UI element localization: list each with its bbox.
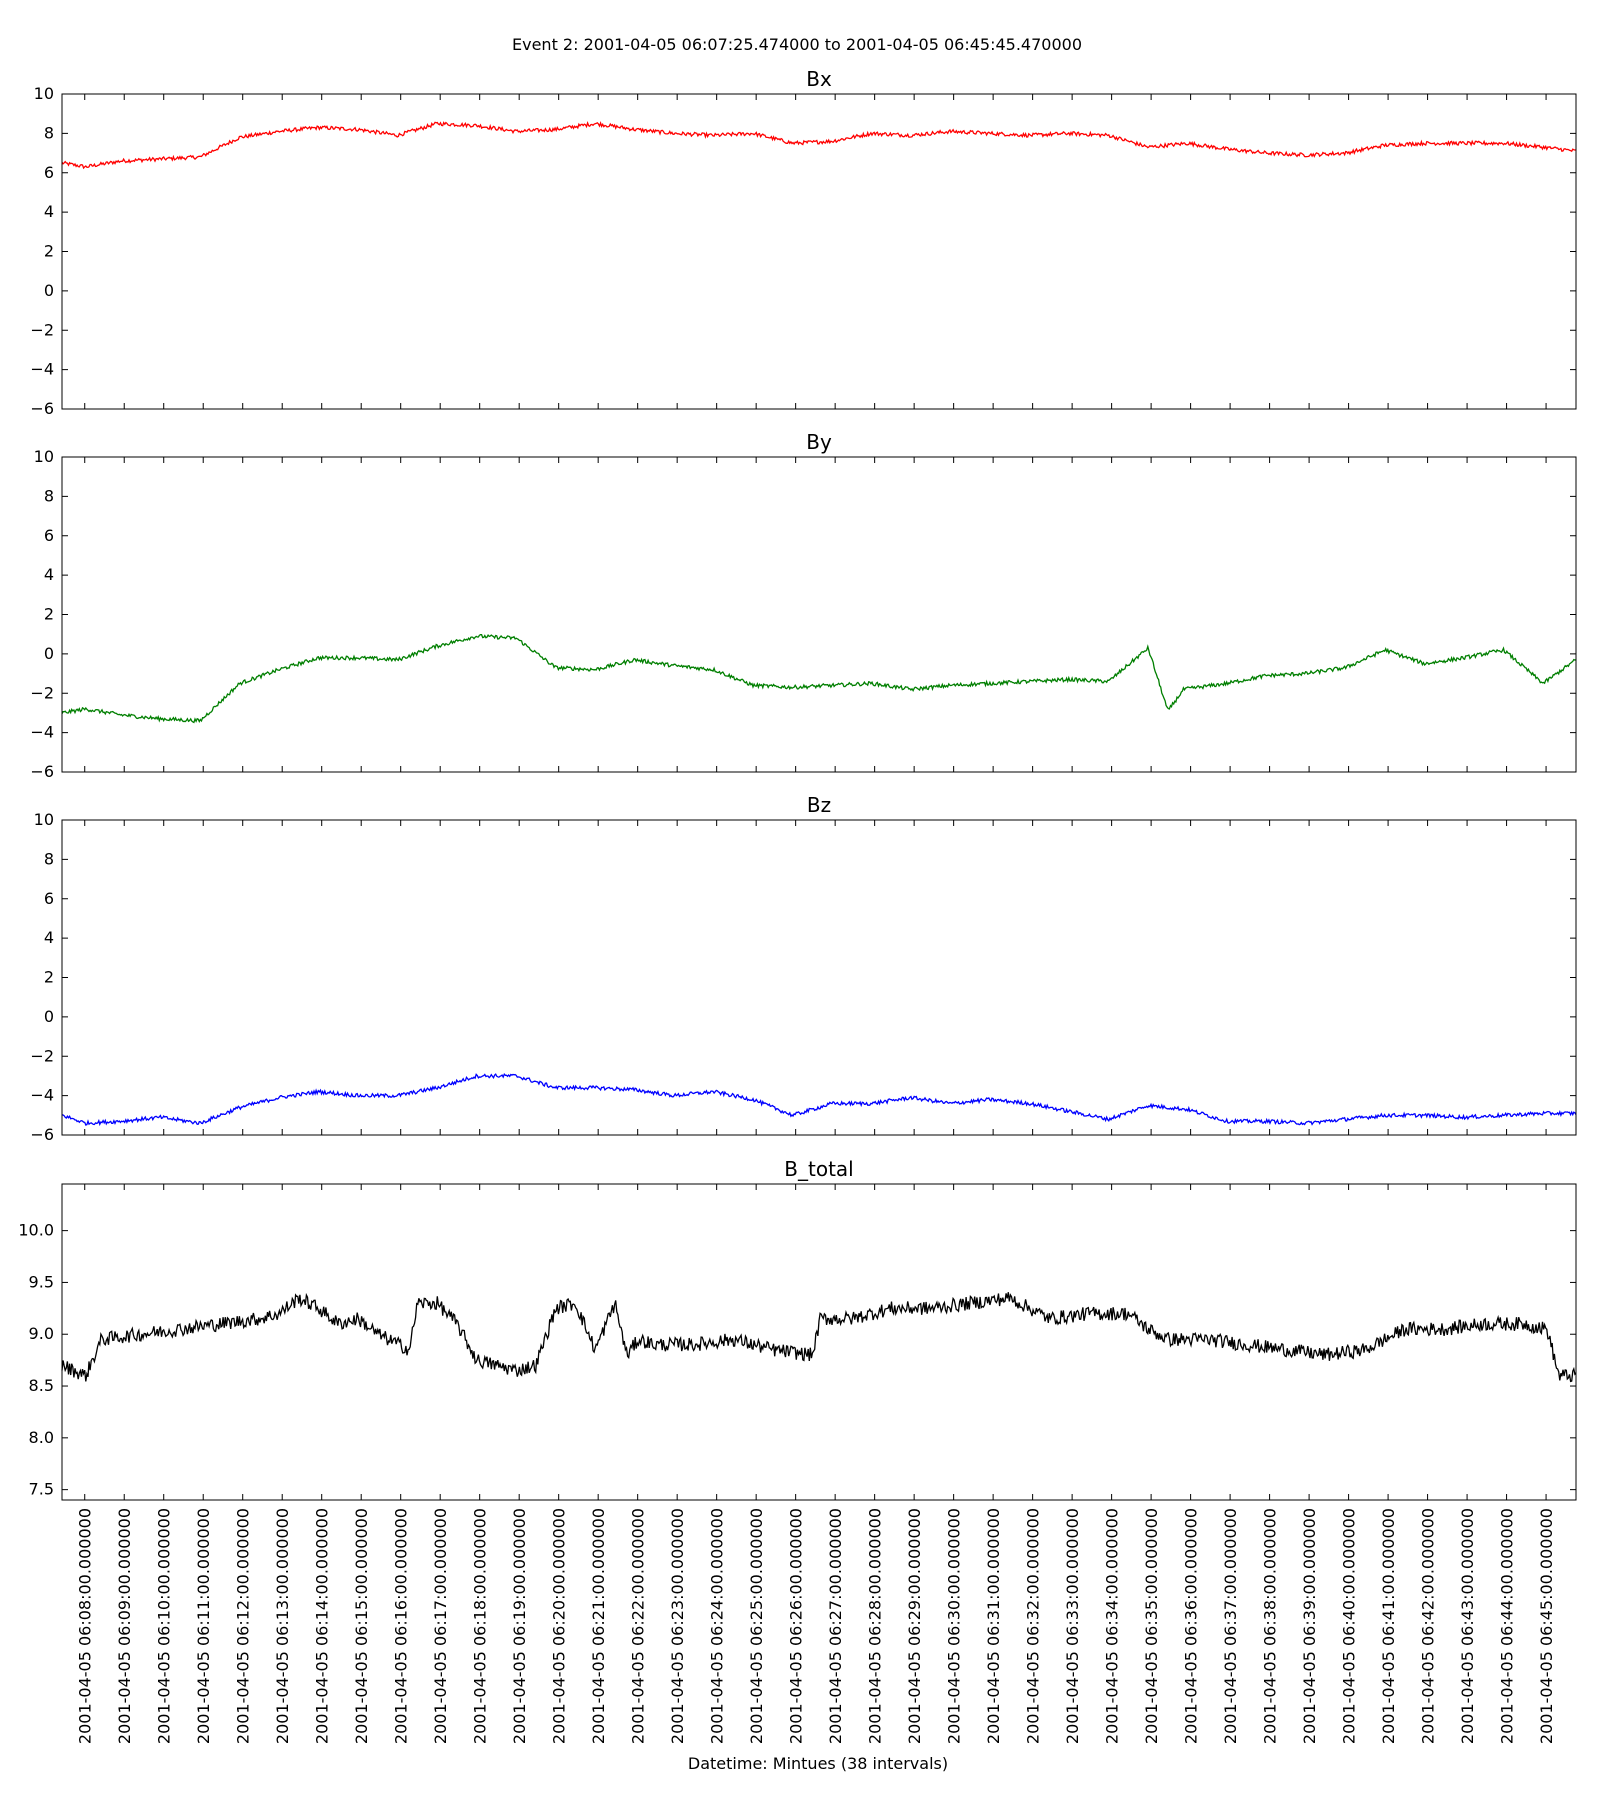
y-tick-label: −4 (30, 723, 54, 742)
y-tick-label: 8 (44, 123, 54, 142)
x-tick-label: 2001-04-05 06:37:00.000000 (1221, 1508, 1240, 1744)
x-tick-label: 2001-04-05 06:38:00.000000 (1261, 1508, 1280, 1744)
x-tick-label: 2001-04-05 06:44:00.000000 (1498, 1508, 1517, 1744)
y-tick-label: 0 (44, 644, 54, 663)
series-line-b-total (61, 1292, 1577, 1383)
y-tick-label: 10.0 (18, 1221, 54, 1240)
y-tick-label: 0 (44, 1007, 54, 1026)
x-axis-label: Datetime: Mintues (38 intervals) (688, 1754, 948, 1773)
x-tick-label: 2001-04-05 06:23:00.000000 (668, 1508, 687, 1744)
x-tick-label: 2001-04-05 06:39:00.000000 (1300, 1508, 1319, 1744)
panel-title: Bx (806, 67, 832, 91)
x-tick-label: 2001-04-05 06:17:00.000000 (431, 1508, 450, 1744)
x-tick-label: 2001-04-05 06:12:00.000000 (234, 1508, 253, 1744)
y-tick-label: 6 (44, 163, 54, 182)
y-tick-label: 10 (34, 84, 54, 103)
y-tick-label: 2 (44, 242, 54, 261)
x-tick-label: 2001-04-05 06:26:00.000000 (787, 1508, 806, 1744)
x-tick-label: 2001-04-05 06:31:00.000000 (984, 1508, 1003, 1744)
y-tick-label: 4 (44, 565, 54, 584)
plot-frame (61, 93, 1577, 410)
y-tick-label: 10 (34, 447, 54, 466)
x-tick-label: 2001-04-05 06:32:00.000000 (1024, 1508, 1043, 1744)
x-tick-label: 2001-04-05 06:13:00.000000 (273, 1508, 292, 1744)
x-tick-label: 2001-04-05 06:29:00.000000 (905, 1508, 924, 1744)
plot-frame (61, 456, 1577, 773)
y-tick-label: −4 (30, 360, 54, 379)
panel-title: By (806, 430, 832, 454)
y-tick-label: 9.5 (29, 1272, 54, 1291)
panel-bz: Bz 10 8 6 4 2 0 −2 −4 −6 (30, 793, 1577, 1144)
x-tick-label: 2001-04-05 06:11:00.000000 (194, 1508, 213, 1744)
x-tick-label: 2001-04-05 06:16:00.000000 (392, 1508, 411, 1744)
panel-bx: Bx 10 8 6 4 2 0 −2 −4 −6 (30, 67, 1577, 418)
y-tick-label: 0 (44, 281, 54, 300)
x-tick-label: 2001-04-05 06:14:00.000000 (313, 1508, 332, 1744)
panel-b-total: B_total 10.0 9.5 9.0 8.5 8.0 7.5 (18, 1157, 1577, 1501)
y-tick-label: 9.0 (29, 1324, 54, 1343)
panel-by: By 10 8 6 4 2 0 −2 −4 −6 (30, 430, 1577, 781)
x-tick-label: 2001-04-05 06:41:00.000000 (1379, 1508, 1398, 1744)
y-tick-label: −2 (30, 1046, 54, 1065)
x-tick-label: 2001-04-05 06:08:00.000000 (76, 1508, 95, 1744)
figure-suptitle: Event 2: 2001-04-05 06:07:25.474000 to 2… (512, 35, 1082, 54)
panel-title: B_total (784, 1157, 853, 1181)
y-tick-label: −6 (30, 762, 54, 781)
x-tick-label: 2001-04-05 06:40:00.000000 (1340, 1508, 1359, 1744)
y-tick-label: 8 (44, 486, 54, 505)
x-tick-label: 2001-04-05 06:20:00.000000 (550, 1508, 569, 1744)
plot-frame (61, 819, 1577, 1136)
y-tick-label: 6 (44, 889, 54, 908)
y-tick-label: −6 (30, 1125, 54, 1144)
x-tick-label: 2001-04-05 06:27:00.000000 (826, 1508, 845, 1744)
x-tick-label: 2001-04-05 06:30:00.000000 (945, 1508, 964, 1744)
y-tick-label: −2 (30, 320, 54, 339)
x-tick-label: 2001-04-05 06:24:00.000000 (708, 1508, 727, 1744)
x-tick-label: 2001-04-05 06:09:00.000000 (115, 1508, 134, 1744)
x-tick-label: 2001-04-05 06:35:00.000000 (1142, 1508, 1161, 1744)
x-tick-label: 2001-04-05 06:25:00.000000 (747, 1508, 766, 1744)
x-tick-label: 2001-04-05 06:22:00.000000 (629, 1508, 648, 1744)
x-tick-label: 2001-04-05 06:28:00.000000 (866, 1508, 885, 1744)
series-line-by (61, 633, 1577, 724)
x-tick-label: 2001-04-05 06:34:00.000000 (1103, 1508, 1122, 1744)
panels: Bx 10 8 6 4 2 0 −2 −4 −6 By 10 8 6 4 2 0 −2 −4 −6 Bz 10 8 6 4 2 0 −… (18, 67, 1577, 1501)
y-tick-label: 2 (44, 968, 54, 987)
plot-frame (61, 1183, 1577, 1501)
x-tick-label: 2001-04-05 06:19:00.000000 (510, 1508, 529, 1744)
x-tick-label: 2001-04-05 06:36:00.000000 (1182, 1508, 1201, 1744)
y-tick-label: 4 (44, 202, 54, 221)
x-tick-label: 2001-04-05 06:33:00.000000 (1063, 1508, 1082, 1744)
y-tick-label: 6 (44, 526, 54, 545)
y-tick-label: 2 (44, 605, 54, 624)
y-tick-label: 4 (44, 928, 54, 947)
x-tick-label: 2001-04-05 06:18:00.000000 (471, 1508, 490, 1744)
x-tick-label: 2001-04-05 06:10:00.000000 (155, 1508, 174, 1744)
panel-title: Bz (807, 793, 831, 817)
x-tick-label: 2001-04-05 06:15:00.000000 (352, 1508, 371, 1744)
y-tick-label: 8.5 (29, 1376, 54, 1395)
y-tick-label: 8 (44, 849, 54, 868)
y-tick-label: −6 (30, 399, 54, 418)
y-tick-label: 8.0 (29, 1428, 54, 1447)
y-tick-label: 10 (34, 810, 54, 829)
x-tick-label: 2001-04-05 06:21:00.000000 (589, 1508, 608, 1744)
x-tick-label: 2001-04-05 06:42:00.000000 (1419, 1508, 1438, 1744)
x-tick-label: 2001-04-05 06:43:00.000000 (1458, 1508, 1477, 1744)
series-line-bx (61, 120, 1576, 170)
x-tick-label: 2001-04-05 06:45:00.000000 (1537, 1508, 1556, 1744)
x-axis-ticks: 2001-04-05 06:08:00.000000 2001-04-05 06:… (76, 1508, 1556, 1744)
y-tick-label: 7.5 (29, 1480, 54, 1499)
y-tick-label: −2 (30, 683, 54, 702)
y-tick-label: −4 (30, 1086, 54, 1105)
series-line-bz (61, 1073, 1577, 1127)
